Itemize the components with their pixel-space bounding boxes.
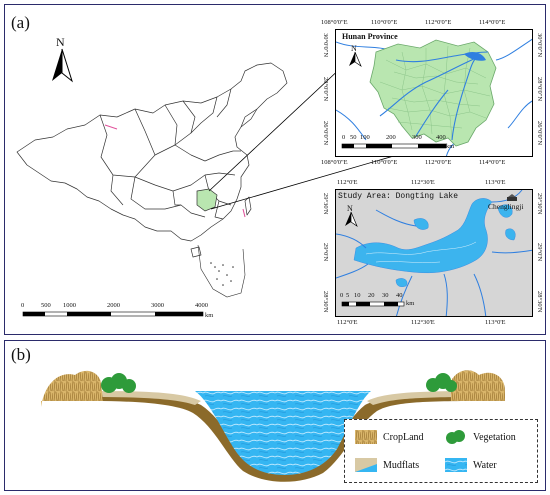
- dongting-lake-shape: [353, 198, 493, 274]
- scale-label: 40: [396, 292, 403, 299]
- tick-label: 28°0'0"N: [536, 77, 543, 102]
- tick-label: 112°0'0"E: [425, 159, 452, 166]
- lake-scale-bar: 0 5 10 20 30 40 km: [340, 292, 420, 314]
- north-arrow-label: N: [351, 44, 357, 53]
- legend-label: Mudflats: [383, 459, 420, 471]
- water-icon: [445, 458, 467, 472]
- tick-label: 112°30'E: [411, 179, 435, 186]
- tick-label: 108°0'0"E: [321, 159, 348, 166]
- tick-label: 29°0'N: [322, 243, 329, 262]
- scale-label: 50: [350, 134, 357, 141]
- tick-label: 114°0'0"E: [479, 159, 506, 166]
- legend-label: Vegetation: [473, 431, 516, 443]
- tick-label: 113°0'E: [485, 179, 506, 186]
- tick-label: 108°0'0"E: [321, 19, 348, 26]
- scale-label: 100: [360, 134, 370, 141]
- legend-item-mudflats: Mudflats: [355, 458, 419, 472]
- tick-label: 28°30'N: [322, 291, 329, 313]
- scale-label: 30: [382, 292, 389, 299]
- scale-label: 5: [346, 292, 350, 299]
- legend-label: Water: [473, 459, 497, 471]
- china-scale-bar: 0 500 1000 2000 3000 4000 km: [19, 302, 213, 322]
- legend-item-cropland: CropLand: [355, 430, 424, 444]
- tick-label: 113°0'E: [485, 319, 506, 326]
- cropland-icon: [355, 430, 377, 444]
- panel-b-label: (b): [11, 345, 31, 364]
- tick-label: 29°0'N: [536, 243, 543, 262]
- tick-label: 112°30'E: [411, 319, 435, 326]
- tick-label: 28°30'N: [536, 291, 543, 313]
- tick-label: 112°0'E: [337, 319, 358, 326]
- tick-label: 114°0'0"E: [479, 19, 506, 26]
- tick-label: 110°0'0"E: [371, 159, 398, 166]
- tick-label: 112°0'0"E: [425, 19, 452, 26]
- scale-label: 3000: [151, 302, 164, 309]
- scale-label: 2000: [107, 302, 120, 309]
- scale-unit: km: [205, 312, 214, 319]
- lake-map-frame: Study Area: Dongting Lake Chenglingji N …: [335, 189, 533, 317]
- north-arrow-label: N: [56, 35, 65, 49]
- hunan-map-frame: Hunan Province N 0 50 100 200 300 400 km: [335, 29, 533, 157]
- legend-item-vegetation: Vegetation: [445, 430, 516, 444]
- hunan-province-shape: [369, 39, 497, 147]
- scale-label: 0: [342, 134, 346, 141]
- panel-b: (b): [4, 340, 546, 491]
- lake-inset-title: Study Area: Dongting Lake: [338, 192, 459, 201]
- legend: CropLand Vegetation Mudflats Water: [344, 419, 538, 483]
- tick-label: 26°0'0"N: [536, 121, 543, 146]
- north-arrow-icon: N: [344, 204, 358, 228]
- tick-label: 112°0'E: [337, 179, 358, 186]
- vegetation-icon: [446, 430, 465, 444]
- chenglingji-label: Chenglingji: [488, 202, 524, 211]
- tick-label: 28°0'0"N: [322, 77, 329, 102]
- panel-a-label: (a): [11, 13, 30, 32]
- lake-inset: 112°0'E 112°30'E 113°0'E 29°30'N 29°0'N …: [317, 177, 543, 335]
- scale-label: 500: [41, 302, 51, 309]
- scale-unit: km: [446, 143, 455, 150]
- tick-label: 29°30'N: [536, 193, 543, 215]
- tick-label: 30°0'0"N: [322, 33, 329, 58]
- north-arrow-icon: N: [348, 44, 362, 68]
- legend-label: CropLand: [383, 431, 424, 443]
- tick-label: 110°0'0"E: [371, 19, 398, 26]
- scale-label: 10: [354, 292, 361, 299]
- panel-a: (a) N: [4, 4, 546, 335]
- scale-label: 400: [436, 134, 446, 141]
- hunan-inset: 108°0'0"E 110°0'0"E 112°0'0"E 114°0'0"E …: [317, 5, 543, 177]
- scale-label: 0: [340, 292, 344, 299]
- tick-label: 26°0'0"N: [322, 121, 329, 146]
- legend-item-water: Water: [445, 458, 497, 472]
- scale-label: 200: [386, 134, 396, 141]
- hunan-scale-bar: 0 50 100 200 300 400 km: [340, 134, 460, 156]
- hunan-inset-title: Hunan Province: [342, 32, 398, 41]
- hunan-highlight: [196, 188, 218, 212]
- tick-label: 30°0'0"N: [536, 33, 543, 58]
- scale-unit: km: [406, 300, 415, 307]
- north-arrow-label: N: [347, 204, 353, 213]
- scale-label: 300: [412, 134, 422, 141]
- scale-label: 20: [368, 292, 375, 299]
- scale-label: 0: [21, 302, 25, 309]
- cross-section-diagram: [41, 370, 505, 482]
- tick-label: 29°30'N: [322, 193, 329, 215]
- chenglingji-marker-icon: [507, 194, 517, 201]
- scale-label: 4000: [195, 302, 208, 309]
- mudflats-icon: [355, 458, 377, 472]
- north-arrow-icon: N: [49, 35, 75, 83]
- scale-label: 1000: [63, 302, 76, 309]
